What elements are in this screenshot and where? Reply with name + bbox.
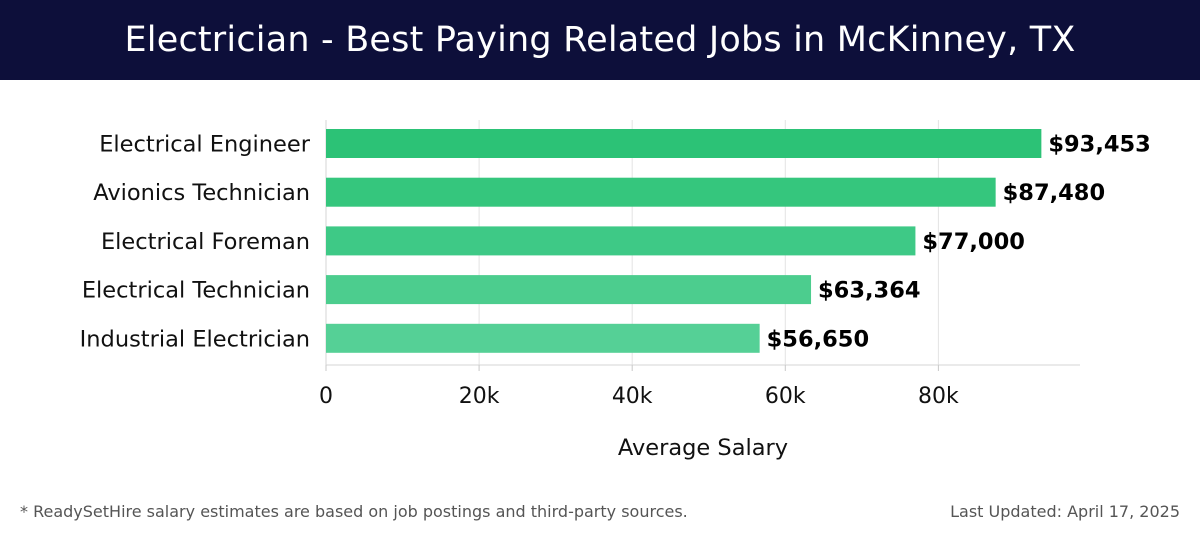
page-title: Electrician - Best Paying Related Jobs i… <box>124 20 1076 60</box>
x-axis-title: Average Salary <box>618 435 788 461</box>
category-label: Electrical Foreman <box>101 229 310 255</box>
title-bar: Electrician - Best Paying Related Jobs i… <box>0 0 1200 80</box>
bar <box>326 226 916 256</box>
x-tick-label: 0 <box>319 384 333 409</box>
bar <box>326 275 812 305</box>
x-tick-label: 20k <box>459 384 500 409</box>
x-tick-label: 60k <box>765 384 806 409</box>
last-updated: Last Updated: April 17, 2025 <box>950 502 1180 521</box>
bar <box>326 177 996 207</box>
value-label: $87,480 <box>1003 180 1105 206</box>
category-label: Electrical Engineer <box>99 132 311 158</box>
value-label: $77,000 <box>922 229 1024 255</box>
value-label: $63,364 <box>818 278 920 304</box>
bar <box>326 129 1042 158</box>
category-label: Electrical Technician <box>82 278 310 304</box>
category-label: Industrial Electrician <box>80 326 310 352</box>
value-label: $56,650 <box>767 326 869 352</box>
x-tick-label: 80k <box>918 384 959 409</box>
x-tick-label: 40k <box>612 384 653 409</box>
bar-chart: 0 20k 40k 60k 80k Electrical Engineer $93,453 A… <box>80 120 1151 461</box>
bar <box>326 323 760 353</box>
value-label: $93,453 <box>1048 132 1150 158</box>
category-label: Avionics Technician <box>93 180 310 206</box>
footnote: * ReadySetHire salary estimates are base… <box>20 502 688 521</box>
